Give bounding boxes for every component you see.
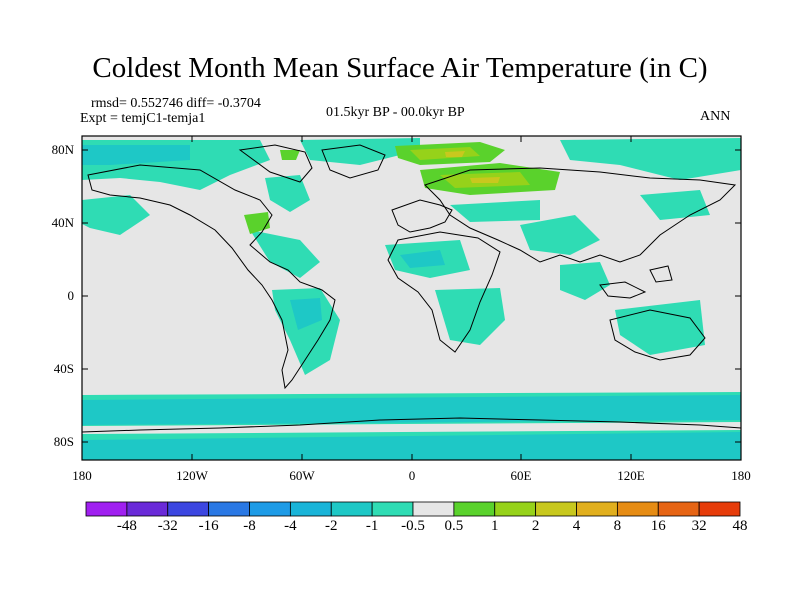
lon-tick-label: 180 xyxy=(72,468,92,483)
colorbar-label: 32 xyxy=(691,518,707,534)
colorbar-box xyxy=(208,501,250,517)
colorbar-label: -2 xyxy=(325,518,338,534)
colorbar-label: 8 xyxy=(613,518,622,534)
colorbar-label: -32 xyxy=(157,518,178,534)
colorbar-box xyxy=(330,501,373,517)
lon-tick-label: 60W xyxy=(289,468,315,483)
lat-tick-label: 40S xyxy=(53,361,74,376)
chart-title: Coldest Month Mean Surface Air Temperatu… xyxy=(92,52,708,84)
colorbar-label: 4 xyxy=(572,518,581,534)
lon-tick-label: 120E xyxy=(617,468,645,483)
experiment-line: Expt = temjC1-temja1 xyxy=(80,111,206,126)
colorbar-label: 0.5 xyxy=(444,518,464,534)
colorbar-box xyxy=(126,501,169,517)
season-label: ANN xyxy=(700,109,731,124)
stats-line: rmsd= 0.552746 diff= -0.3704 xyxy=(91,96,261,111)
colorbar-box xyxy=(698,501,741,517)
axis-ticks xyxy=(81,136,742,460)
colorbar-box xyxy=(616,501,659,517)
lat-tick-label: 0 xyxy=(67,288,75,303)
warm-anomaly-peak xyxy=(445,151,500,183)
lon-tick-label: 60E xyxy=(510,468,532,483)
lon-tick-label: 0 xyxy=(408,468,416,483)
cool-anomaly-core xyxy=(82,145,741,460)
lon-tick-label: 180 xyxy=(731,468,751,483)
colorbar-box xyxy=(453,501,496,517)
colorbar-label: -8 xyxy=(243,518,256,534)
colorbar-box xyxy=(85,501,128,517)
lat-tick-label: 80S xyxy=(53,434,74,449)
colorbar-label: 16 xyxy=(650,518,666,534)
colorbar-box xyxy=(289,501,332,517)
lat-tick-label: 40N xyxy=(51,215,74,230)
colorbar-box xyxy=(535,501,577,517)
colorbar-label: 1 xyxy=(491,518,499,534)
lat-tick-label: 80N xyxy=(51,142,74,157)
coastlines xyxy=(82,144,741,433)
colorbar-box xyxy=(371,501,414,517)
neutral-gaps xyxy=(82,378,741,434)
colorbar-label: 2 xyxy=(531,518,540,534)
colorbar-label: -0.5 xyxy=(401,518,425,534)
colorbar-box xyxy=(249,501,291,517)
map-field xyxy=(82,136,741,460)
colorbar-label: -16 xyxy=(198,518,219,534)
colorbar-label: -4 xyxy=(284,518,297,534)
colorbar-box xyxy=(167,501,210,517)
colorbar-label: -1 xyxy=(365,518,379,534)
colorbar-label: -48 xyxy=(116,518,137,534)
lon-tick-label: 120W xyxy=(176,468,208,483)
colorbar-label: 48 xyxy=(732,518,748,534)
colorbar-box xyxy=(412,501,455,517)
period-label: 01.5kyr BP - 00.0kyr BP xyxy=(326,105,465,120)
colorbar-box xyxy=(494,501,537,517)
colorbar xyxy=(85,501,741,517)
colorbar-box xyxy=(576,501,618,517)
colorbar-box xyxy=(657,501,700,517)
